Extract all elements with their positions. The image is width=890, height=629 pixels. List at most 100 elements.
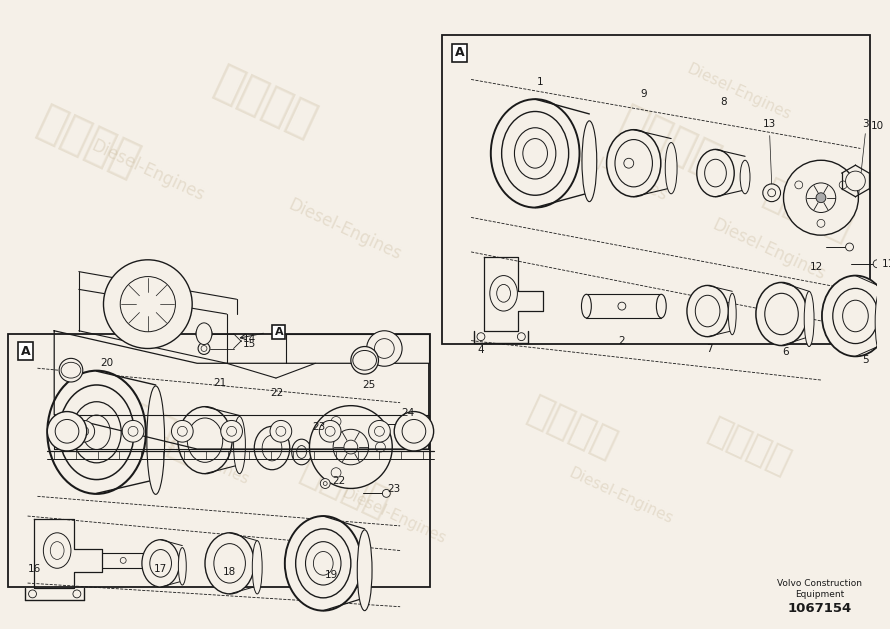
Text: 3: 3	[862, 119, 869, 129]
Circle shape	[376, 442, 385, 452]
Circle shape	[325, 426, 335, 437]
Ellipse shape	[502, 111, 569, 195]
Ellipse shape	[196, 323, 212, 345]
Circle shape	[783, 160, 858, 235]
Circle shape	[79, 426, 89, 437]
Ellipse shape	[687, 286, 728, 337]
Circle shape	[806, 183, 836, 213]
Text: 22: 22	[332, 476, 345, 486]
Ellipse shape	[822, 276, 889, 357]
Circle shape	[795, 181, 803, 189]
Ellipse shape	[292, 439, 312, 465]
Circle shape	[375, 426, 384, 437]
Circle shape	[331, 468, 341, 477]
Ellipse shape	[295, 529, 351, 598]
Circle shape	[624, 159, 634, 168]
Circle shape	[383, 489, 391, 498]
Circle shape	[320, 420, 341, 442]
Circle shape	[320, 479, 330, 489]
Text: 5: 5	[862, 355, 869, 365]
Text: 6: 6	[782, 347, 789, 357]
Text: 2: 2	[619, 336, 625, 345]
Text: 10: 10	[870, 121, 884, 131]
Text: 紫发动力: 紫发动力	[90, 385, 206, 469]
Ellipse shape	[142, 540, 180, 587]
Text: 4: 4	[478, 345, 484, 355]
Ellipse shape	[740, 160, 750, 194]
Ellipse shape	[875, 291, 885, 352]
Text: Diesel-Engines: Diesel-Engines	[142, 426, 252, 487]
Circle shape	[120, 557, 126, 564]
Circle shape	[120, 277, 175, 331]
Text: 1: 1	[537, 77, 544, 87]
Ellipse shape	[833, 288, 878, 343]
Circle shape	[368, 420, 391, 442]
Text: 紫发动力: 紫发动力	[612, 99, 728, 184]
Ellipse shape	[352, 350, 376, 370]
Circle shape	[477, 333, 485, 341]
Ellipse shape	[656, 294, 667, 318]
Circle shape	[177, 426, 187, 437]
Circle shape	[227, 426, 237, 437]
Text: 1067154: 1067154	[788, 602, 852, 615]
Ellipse shape	[72, 402, 121, 463]
Ellipse shape	[705, 159, 726, 187]
Circle shape	[817, 220, 825, 227]
Text: 18: 18	[223, 567, 236, 577]
Circle shape	[47, 411, 86, 451]
Circle shape	[333, 430, 368, 465]
Text: 紫发动力: 紫发动力	[702, 413, 796, 481]
Text: 15: 15	[243, 338, 256, 348]
Text: 8: 8	[720, 97, 727, 107]
Ellipse shape	[305, 542, 341, 585]
Text: 25: 25	[362, 380, 376, 390]
Ellipse shape	[490, 276, 517, 311]
Circle shape	[768, 189, 775, 197]
Circle shape	[839, 181, 847, 189]
Circle shape	[221, 420, 242, 442]
Circle shape	[618, 302, 626, 310]
Ellipse shape	[615, 140, 652, 187]
Text: 13: 13	[763, 119, 776, 129]
Ellipse shape	[50, 542, 64, 559]
Ellipse shape	[263, 435, 282, 461]
Circle shape	[172, 420, 193, 442]
Ellipse shape	[490, 99, 579, 208]
Text: 14: 14	[243, 333, 256, 343]
Circle shape	[846, 243, 854, 251]
Ellipse shape	[150, 550, 172, 577]
Text: 21: 21	[213, 378, 226, 388]
Text: 紫发动力: 紫发动力	[208, 60, 324, 144]
Ellipse shape	[178, 548, 186, 585]
Ellipse shape	[805, 291, 814, 347]
Text: 16: 16	[28, 564, 41, 574]
Circle shape	[367, 331, 402, 366]
Ellipse shape	[765, 293, 798, 335]
Ellipse shape	[83, 415, 110, 450]
Text: Diesel-Engines: Diesel-Engines	[88, 137, 207, 205]
Text: Diesel-Engines: Diesel-Engines	[709, 216, 829, 284]
Circle shape	[394, 411, 433, 451]
Text: 17: 17	[154, 564, 167, 574]
Ellipse shape	[695, 295, 720, 327]
Ellipse shape	[47, 370, 146, 494]
Circle shape	[763, 184, 781, 202]
Ellipse shape	[147, 386, 165, 494]
Ellipse shape	[607, 130, 660, 197]
Circle shape	[270, 420, 292, 442]
Circle shape	[351, 347, 378, 374]
Text: A: A	[275, 326, 283, 337]
Circle shape	[517, 333, 525, 341]
Ellipse shape	[497, 284, 511, 302]
Text: Diesel-Engines: Diesel-Engines	[684, 62, 794, 123]
Text: Diesel-Engines: Diesel-Engines	[286, 196, 404, 264]
Text: 紫发动力: 紫发动力	[522, 391, 622, 464]
Text: 23: 23	[312, 422, 326, 432]
Text: 紫发动力: 紫发动力	[31, 99, 146, 184]
Ellipse shape	[252, 541, 263, 594]
Circle shape	[402, 420, 425, 443]
Circle shape	[323, 482, 328, 486]
Circle shape	[59, 359, 83, 382]
Ellipse shape	[296, 445, 306, 459]
Circle shape	[55, 420, 79, 443]
